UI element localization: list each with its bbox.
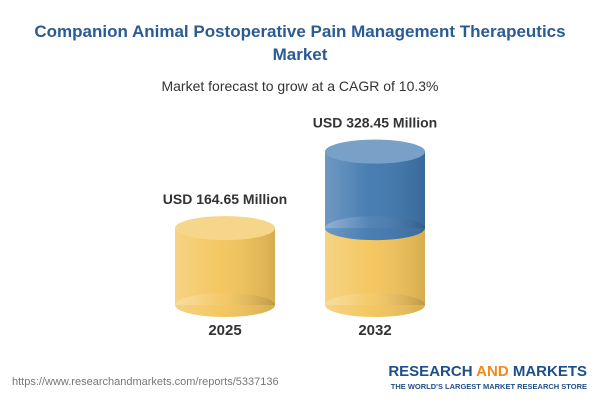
cylinder-shade xyxy=(325,228,425,305)
cylinder-shade xyxy=(325,151,425,229)
cylinder-top-highlight xyxy=(325,139,425,164)
value-label: USD 328.45 Million xyxy=(313,114,437,130)
x-tick-label: 2032 xyxy=(358,322,391,339)
value-label: USD 164.65 Million xyxy=(163,191,287,207)
cylinder-bottom-shade xyxy=(325,293,425,317)
chart-subtitle: Market forecast to grow at a CAGR of 10.… xyxy=(161,78,439,94)
brand-part: RESEARCH xyxy=(388,363,472,380)
source-url: https://www.researchandmarkets.com/repor… xyxy=(12,376,279,388)
brand-logo: RESEARCH AND MARKETS xyxy=(388,363,587,380)
brand-tagline: THE WORLD'S LARGEST MARKET RESEARCH STOR… xyxy=(391,382,587,391)
cylinder-bottom-shade xyxy=(175,293,275,317)
brand-part: MARKETS xyxy=(513,363,587,380)
cylinder-top-highlight xyxy=(175,216,275,241)
brand-part: AND xyxy=(476,363,509,380)
cylinder xyxy=(175,216,275,317)
cylinder-bottom-shade xyxy=(325,216,425,241)
cylinder xyxy=(325,139,425,317)
cylinder-top xyxy=(175,216,275,241)
cylinder-shade xyxy=(175,228,275,305)
x-tick-label: 2025 xyxy=(208,322,241,339)
chart-title: Companion Animal Postoperative Pain Mana… xyxy=(34,22,566,64)
cylinder-top xyxy=(325,139,425,164)
